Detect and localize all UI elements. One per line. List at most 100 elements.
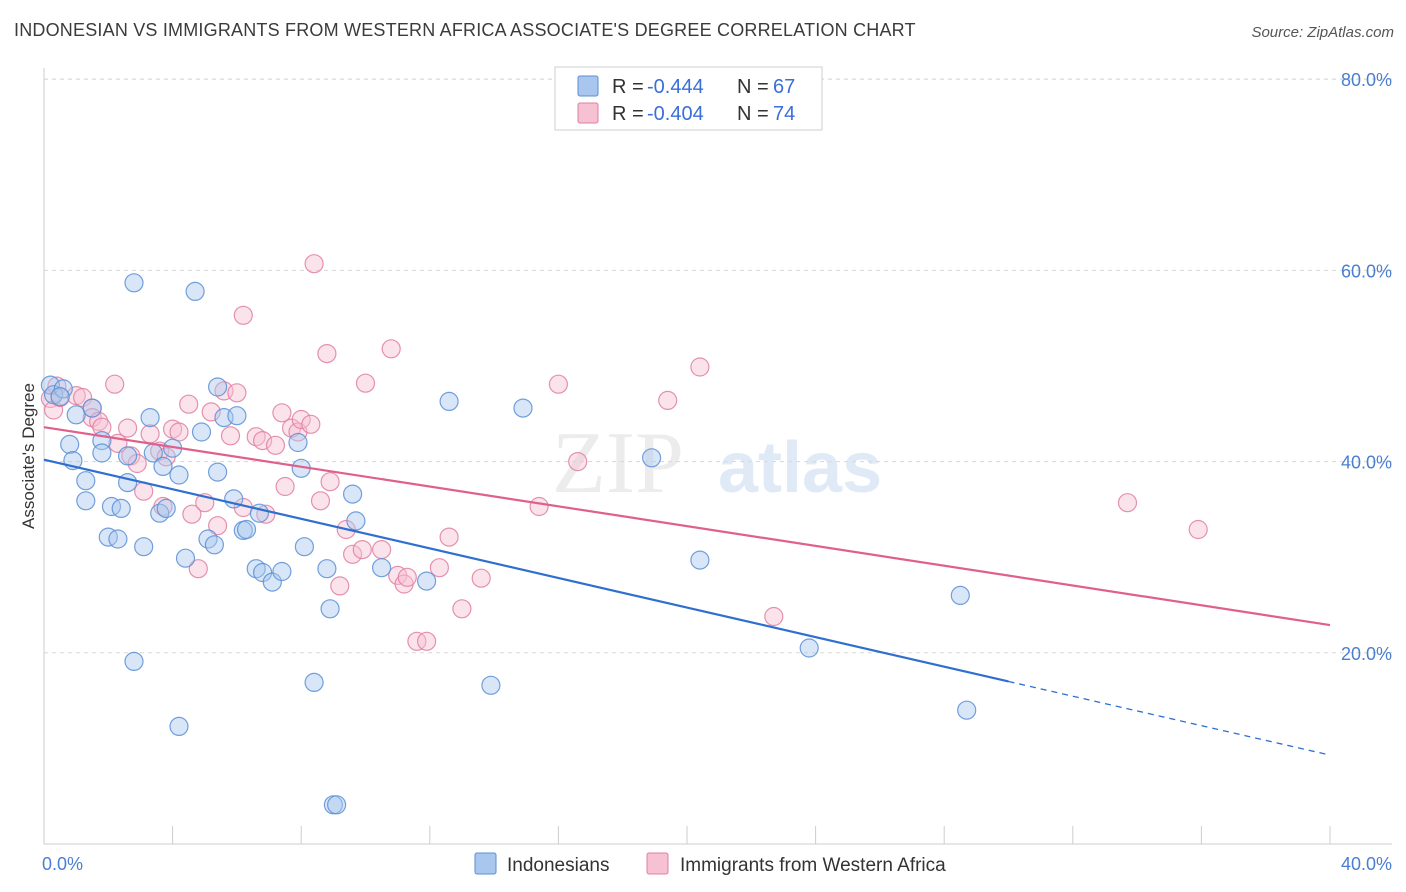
point-indonesians — [185, 281, 205, 301]
point-western-africa — [764, 606, 784, 627]
x-tick-labels: 0.0% 40.0% — [42, 854, 1392, 874]
point-indonesians — [288, 432, 308, 453]
point-indonesians — [98, 527, 118, 547]
point-western-africa — [275, 476, 295, 497]
x-tick-label-min: 0.0% — [42, 854, 83, 874]
point-indonesians — [76, 471, 96, 491]
point-western-africa — [188, 559, 208, 579]
point-indonesians — [92, 443, 112, 463]
y-tick-label: 20.0% — [1341, 644, 1392, 664]
trend-lines — [43, 426, 1331, 756]
point-indonesians — [111, 498, 131, 518]
point-indonesians — [346, 511, 366, 531]
point-indonesians — [43, 385, 64, 405]
point-western-africa — [227, 383, 247, 403]
point-western-africa — [381, 339, 401, 359]
point-indonesians — [950, 585, 970, 606]
bottom-legend-swatch-western-africa — [646, 852, 669, 875]
point-western-africa — [471, 568, 491, 588]
point-western-africa — [169, 422, 189, 442]
series-western-africa-points — [40, 254, 1208, 651]
point-indonesians — [124, 273, 144, 293]
point-western-africa — [301, 414, 321, 434]
point-indonesians — [169, 465, 189, 485]
point-western-africa — [397, 567, 417, 587]
point-indonesians — [320, 599, 340, 619]
point-western-africa — [72, 387, 93, 408]
point-western-africa — [265, 435, 286, 455]
point-western-africa — [310, 491, 331, 511]
point-western-africa — [117, 418, 138, 438]
point-indonesians — [343, 484, 363, 504]
point-western-africa — [439, 527, 459, 547]
point-indonesians — [690, 550, 710, 570]
point-western-africa — [568, 452, 588, 472]
y-tick-label: 80.0% — [1341, 70, 1392, 90]
point-western-africa — [1188, 519, 1208, 540]
point-indonesians — [153, 456, 173, 476]
point-indonesians — [253, 562, 273, 583]
point-indonesians — [156, 498, 176, 518]
point-western-africa — [407, 631, 427, 651]
correlation-legend: R = -0.444 N = 67 R = -0.404 N = 74 — [554, 66, 823, 131]
point-indonesians — [175, 548, 196, 568]
point-indonesians — [317, 559, 337, 579]
point-indonesians — [208, 377, 228, 397]
point-western-africa — [220, 426, 241, 446]
watermark-atlas: atlas — [718, 428, 882, 508]
point-indonesians — [513, 398, 533, 418]
point-indonesians — [439, 391, 459, 411]
point-indonesians — [294, 537, 314, 557]
point-western-africa — [40, 388, 61, 409]
bottom-legend-label-western-africa: Immigrants from Western Africa — [680, 855, 946, 876]
point-western-africa — [105, 374, 125, 394]
point-indonesians — [117, 446, 138, 466]
point-indonesians — [799, 638, 819, 658]
chart-title: INDONESIAN VS IMMIGRANTS FROM WESTERN AF… — [14, 20, 916, 40]
point-western-africa — [304, 254, 324, 274]
legend-r-value-2: -0.404 — [647, 103, 704, 125]
point-indonesians — [304, 672, 324, 693]
point-western-africa — [320, 472, 340, 492]
legend-swatch-pink — [577, 102, 599, 124]
axes — [43, 68, 1392, 845]
y-tick-label: 60.0% — [1341, 261, 1392, 281]
point-western-africa — [1117, 493, 1138, 513]
point-indonesians — [957, 700, 977, 720]
point-indonesians — [140, 408, 160, 428]
point-indonesians — [134, 537, 154, 557]
point-indonesians — [101, 496, 122, 517]
trend-line-indonesians — [43, 458, 1009, 683]
point-western-africa — [201, 402, 221, 422]
point-western-africa — [140, 424, 160, 444]
point-western-africa — [417, 631, 437, 651]
point-western-africa — [429, 558, 449, 578]
point-western-africa — [352, 539, 372, 560]
point-western-africa — [272, 403, 292, 423]
legend-r-label-1: R = — [612, 76, 644, 98]
point-western-africa — [452, 599, 472, 619]
gridlines — [44, 78, 1392, 654]
point-indonesians — [236, 519, 257, 540]
point-indonesians — [372, 558, 392, 578]
point-western-africa — [690, 357, 710, 377]
point-indonesians — [60, 434, 80, 454]
point-western-africa — [330, 576, 350, 596]
point-western-africa — [317, 344, 337, 364]
legend-n-value-1: 67 — [773, 76, 795, 98]
point-indonesians — [66, 405, 86, 425]
point-indonesians — [227, 406, 247, 426]
legend-box — [554, 66, 823, 131]
point-indonesians — [272, 561, 292, 582]
watermark: ZIP atlas — [552, 415, 882, 512]
legend-r-value-1: -0.444 — [647, 76, 704, 98]
point-western-africa — [343, 544, 363, 564]
point-indonesians — [53, 379, 73, 399]
series-legend: Indonesians Immigrants from Western Afri… — [474, 852, 946, 876]
point-indonesians — [327, 795, 347, 815]
point-western-africa — [291, 409, 311, 430]
point-indonesians — [191, 422, 212, 442]
point-indonesians — [124, 651, 144, 672]
point-indonesians — [117, 473, 138, 493]
